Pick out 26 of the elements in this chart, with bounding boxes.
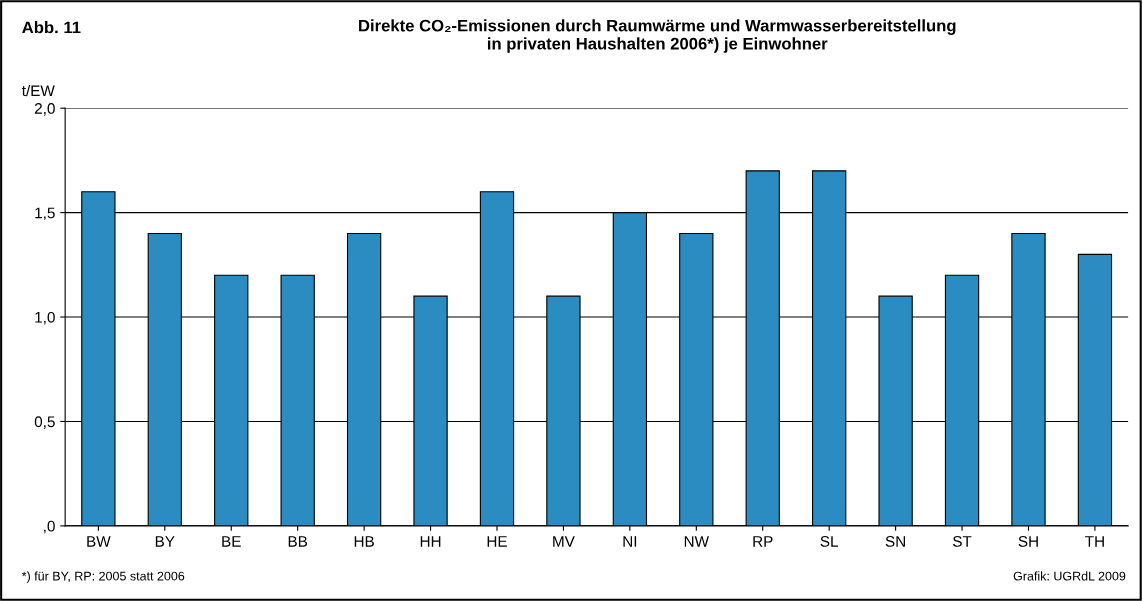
x-tick-label: NI	[623, 536, 637, 547]
x-tick-label: HB	[354, 536, 374, 547]
y-tick-label: 1,5	[35, 207, 55, 221]
x-tick-label: HH	[420, 536, 441, 547]
y-tick-label: ,0	[44, 520, 55, 534]
x-tick-label: BW	[87, 536, 111, 547]
y-axis-title: t/EW	[21, 84, 55, 97]
x-tick-label: TH	[1085, 536, 1104, 547]
x-tick-label: NW	[684, 536, 709, 547]
x-tick-label: MV	[553, 536, 575, 547]
x-tick-label: HE	[487, 536, 507, 547]
caption: Abb. 11	[22, 21, 81, 34]
x-tick-label: ST	[952, 536, 972, 547]
text: Grafik: UGRdL 2009	[1013, 571, 1126, 581]
y-tick-label: 2,0	[34, 103, 55, 116]
chart-title: Direkte CO₂-Emissionen durch Raumwärme und Warmwasserbereitstellung in privaten Haushalten 2006*) je Einwohner	[359, 19, 956, 53]
x-tick-label: RP	[753, 536, 773, 547]
text: *) für BY, RP: 2005 statt 2006	[21, 571, 185, 583]
x-tick-label: SN	[885, 536, 905, 547]
x-tick-label: SH	[1018, 536, 1038, 547]
x-tick-label: SL	[820, 536, 839, 547]
x-tick-label: BB	[288, 536, 308, 547]
y-tick-label: 0,5	[34, 416, 55, 429]
x-tick-label: BE	[222, 536, 241, 547]
y-tick-label: 1,0	[35, 311, 55, 325]
x-tick-label: BY	[155, 536, 175, 547]
